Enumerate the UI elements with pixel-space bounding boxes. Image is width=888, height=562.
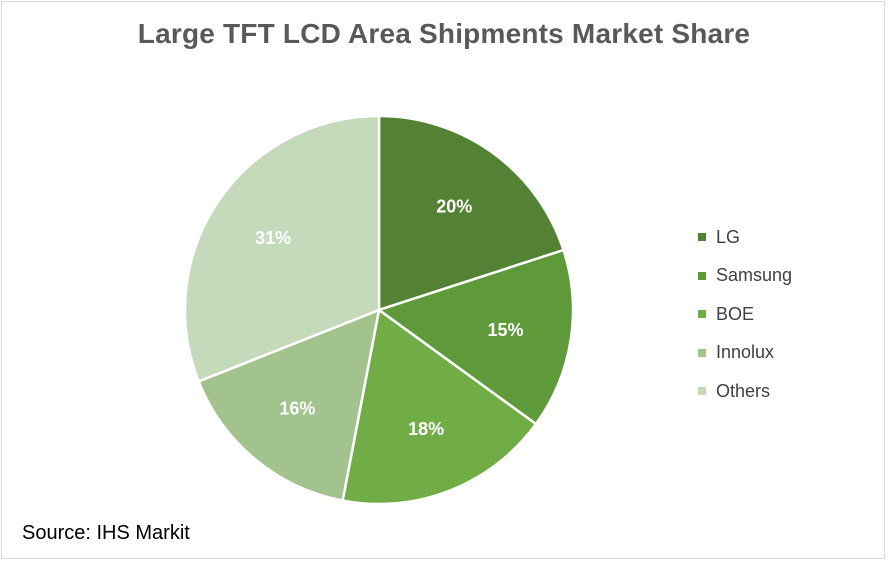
legend-label: LG bbox=[716, 226, 741, 247]
legend-item-samsung: Samsung bbox=[698, 257, 792, 296]
pie-slice-boe bbox=[341, 307, 538, 506]
legend-item-lg: LG bbox=[698, 218, 792, 257]
legend-label: Samsung bbox=[716, 265, 793, 286]
legend-swatch bbox=[698, 233, 706, 242]
chart-title: Large TFT LCD Area Shipments Market Shar… bbox=[137, 18, 751, 49]
slice-label-lg: 20% bbox=[436, 196, 472, 216]
chart-legend: LG Samsung BOE Innolux Others bbox=[698, 218, 792, 411]
slice-label-boe: 18% bbox=[408, 419, 444, 439]
legend-item-boe: BOE bbox=[698, 295, 792, 334]
pie-slice-lg bbox=[377, 114, 566, 312]
legend-swatch bbox=[698, 271, 706, 280]
legend-item-innolux: Innolux bbox=[698, 334, 792, 373]
pie-slice-samsung bbox=[376, 248, 575, 426]
legend-swatch bbox=[698, 348, 706, 357]
slice-label-innolux: 16% bbox=[279, 399, 315, 419]
pie-slice-others bbox=[183, 114, 381, 384]
legend-swatch bbox=[698, 387, 706, 396]
slice-label-others: 31% bbox=[255, 228, 291, 248]
slice-label-samsung: 15% bbox=[487, 320, 523, 340]
legend-item-others: Others bbox=[698, 372, 792, 411]
legend-label: Others bbox=[716, 380, 771, 401]
legend-swatch bbox=[698, 310, 706, 319]
pie-slice-innolux bbox=[197, 308, 381, 503]
legend-label: Innolux bbox=[716, 342, 775, 363]
source-note: Source: IHS Markit bbox=[22, 522, 190, 544]
legend-label: BOE bbox=[716, 303, 755, 324]
